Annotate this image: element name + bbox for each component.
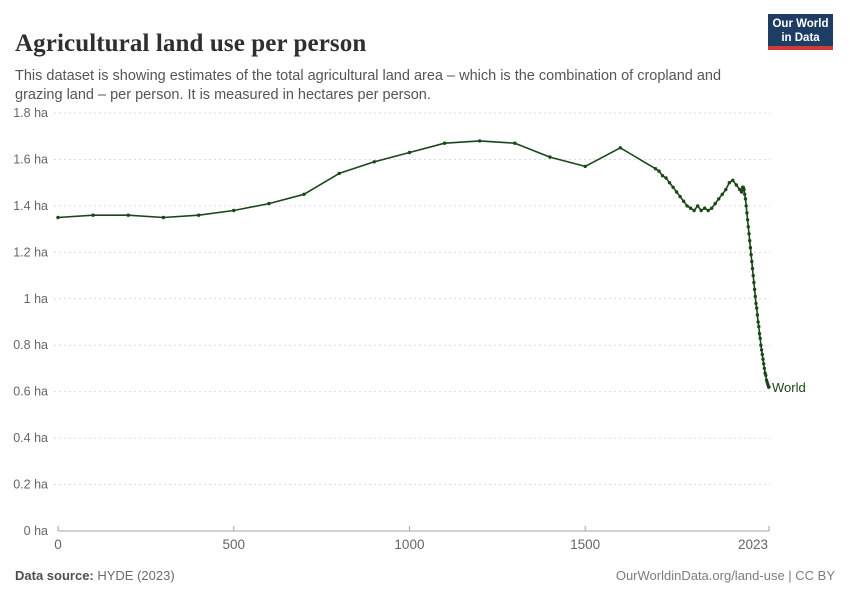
- svg-text:0.4 ha: 0.4 ha: [13, 431, 48, 445]
- svg-text:500: 500: [222, 537, 245, 552]
- data-source: Data source: HYDE (2023): [15, 568, 175, 583]
- svg-text:1.2 ha: 1.2 ha: [13, 245, 48, 259]
- svg-text:1.4 ha: 1.4 ha: [13, 199, 48, 213]
- owid-logo[interactable]: Our World in Data: [768, 14, 833, 50]
- page-title: Agricultural land use per person: [15, 29, 367, 57]
- svg-text:1.6 ha: 1.6 ha: [13, 152, 48, 166]
- svg-text:2023: 2023: [738, 537, 768, 552]
- chart-footer: Data source: HYDE (2023) OurWorldinData.…: [0, 568, 850, 583]
- owid-logo-line1: Our World: [772, 18, 829, 30]
- svg-text:1000: 1000: [394, 537, 424, 552]
- owid-logo-line2: in Data: [781, 32, 820, 44]
- data-source-label: Data source:: [15, 568, 94, 583]
- svg-text:0: 0: [54, 537, 62, 552]
- svg-text:1.8 ha: 1.8 ha: [13, 106, 48, 120]
- svg-text:0 ha: 0 ha: [24, 524, 48, 538]
- license-link[interactable]: OurWorldinData.org/land-use | CC BY: [615, 568, 835, 583]
- svg-text:0.6 ha: 0.6 ha: [13, 385, 48, 399]
- svg-text:1 ha: 1 ha: [24, 292, 48, 306]
- series-label-world[interactable]: World: [772, 380, 806, 395]
- chart-subtitle: This dataset is showing estimates of the…: [15, 67, 722, 103]
- svg-text:1500: 1500: [570, 537, 600, 552]
- line-chart-plot[interactable]: 0 ha 0.2 ha 0.4 ha 0.6 ha 0.8 ha 1 ha 1.2 ha 1.…: [0, 100, 850, 560]
- svg-text:0.8 ha: 0.8 ha: [13, 338, 48, 352]
- data-source-value: HYDE (2023): [93, 568, 175, 583]
- svg-text:0.2 ha: 0.2 ha: [13, 478, 48, 492]
